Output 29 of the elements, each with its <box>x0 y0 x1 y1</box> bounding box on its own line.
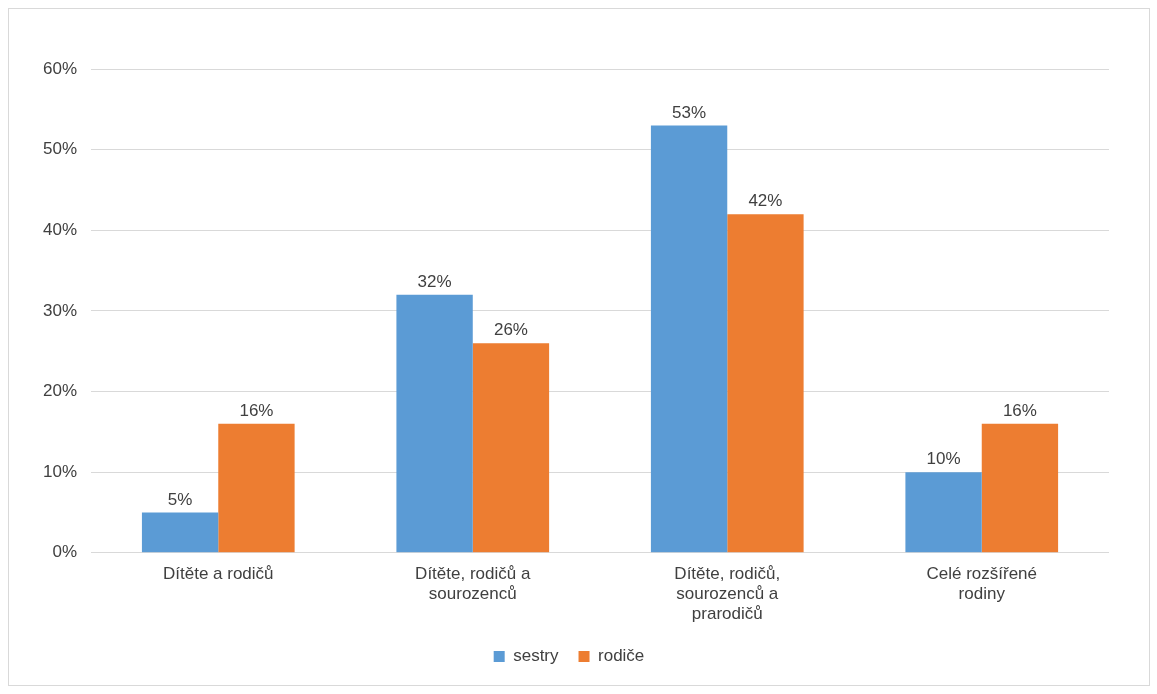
legend-label: sestry <box>513 646 560 666</box>
bar <box>727 214 804 553</box>
bar <box>981 423 1059 553</box>
legend-label: rodiče <box>598 646 645 666</box>
y-tick-label: 40% <box>42 219 78 239</box>
bar <box>472 343 550 553</box>
y-tick-label: 0% <box>52 542 78 562</box>
data-label: 26% <box>493 320 528 340</box>
x-tick-label: Celé rozšířené rodiny <box>926 563 1038 604</box>
bar <box>905 472 982 553</box>
y-tick-label: 10% <box>42 461 78 481</box>
x-tick-label: Dítěte, rodičů, sourozenců a prarodičů <box>674 563 781 624</box>
y-tick-label: 50% <box>42 139 78 159</box>
data-label: 53% <box>672 102 707 122</box>
data-label: 42% <box>748 191 783 211</box>
x-tick-label: Dítěte a rodičů <box>162 563 274 583</box>
data-label: 10% <box>926 449 961 469</box>
data-label: 16% <box>1002 400 1037 420</box>
bar <box>141 512 219 553</box>
data-label: 5% <box>167 489 193 509</box>
bar <box>396 294 473 553</box>
y-tick-label: 20% <box>42 381 78 401</box>
data-label: 16% <box>239 400 274 420</box>
bar <box>218 423 295 553</box>
x-tick-label: Dítěte, rodičů a sourozenců <box>415 563 531 604</box>
y-tick-label: 30% <box>42 300 78 320</box>
bar <box>650 125 728 553</box>
y-tick-label: 60% <box>42 58 78 78</box>
data-label: 32% <box>417 271 452 291</box>
